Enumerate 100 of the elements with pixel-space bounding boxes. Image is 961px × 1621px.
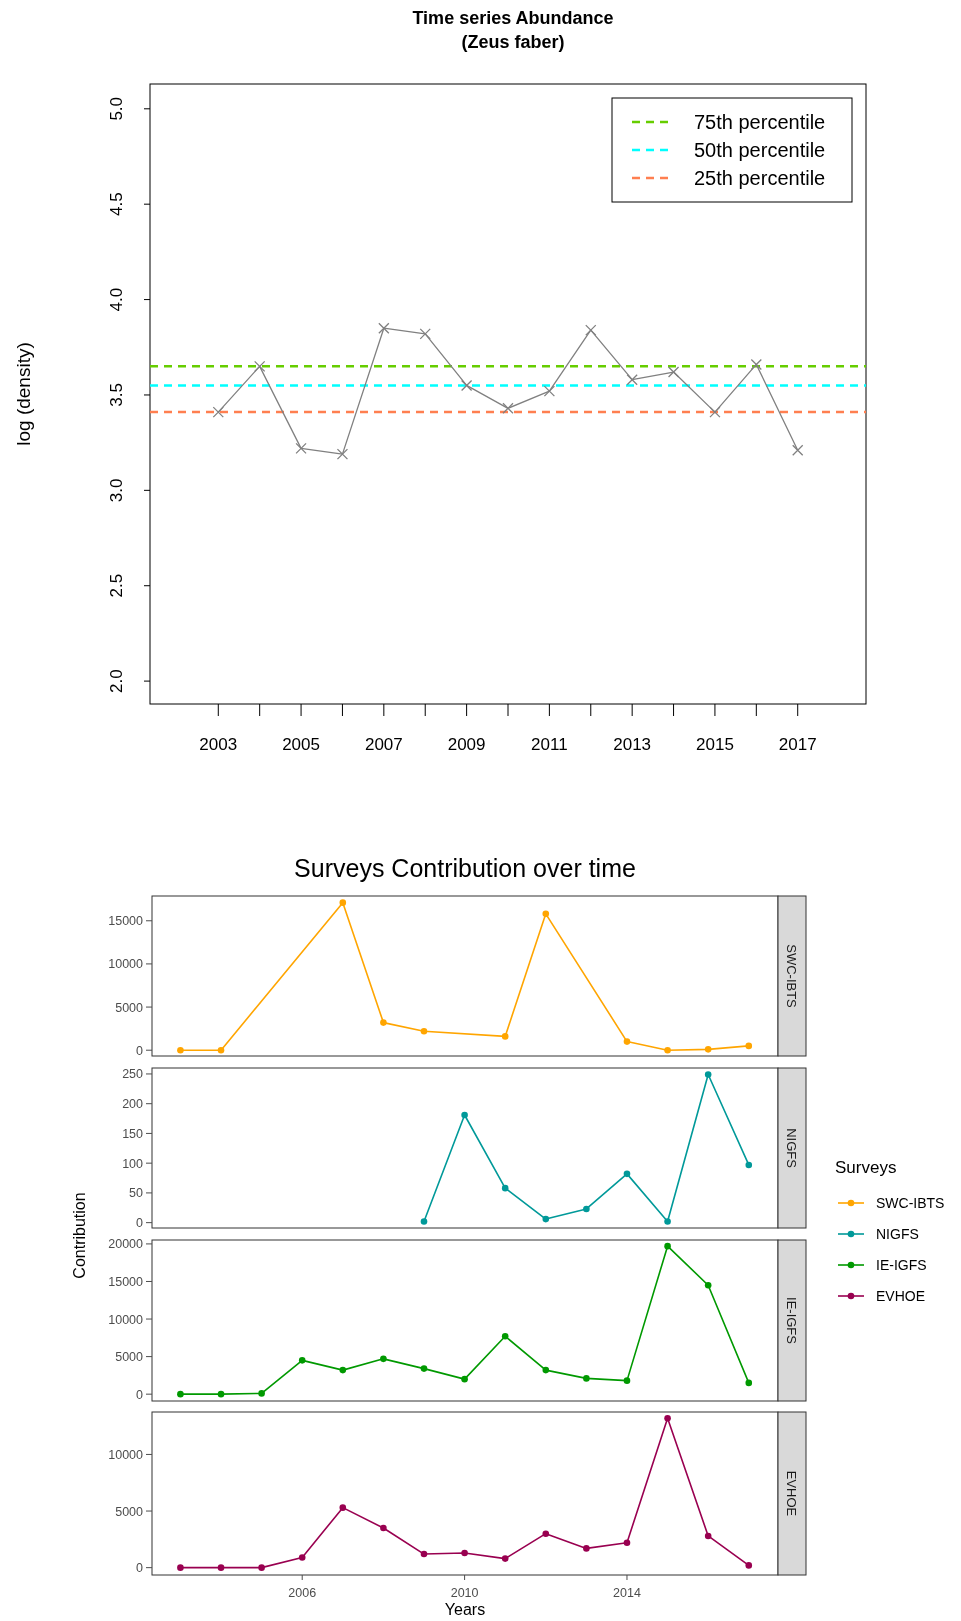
y-tick-label: 100 bbox=[122, 1156, 144, 1171]
chart-subtitle: (Zeus faber) bbox=[461, 32, 565, 52]
point bbox=[177, 1046, 184, 1054]
point bbox=[542, 1530, 550, 1537]
legend-label: 75th percentile bbox=[694, 111, 826, 133]
x-tick-label: 2017 bbox=[778, 735, 817, 754]
point bbox=[585, 324, 597, 336]
point bbox=[704, 1281, 712, 1289]
point bbox=[664, 1046, 671, 1054]
point bbox=[380, 1019, 387, 1026]
x-tick-label: 2010 bbox=[450, 1586, 479, 1600]
point bbox=[704, 1071, 712, 1078]
point bbox=[298, 1357, 306, 1364]
point bbox=[295, 442, 307, 455]
point bbox=[745, 1042, 753, 1050]
point bbox=[704, 1532, 712, 1540]
chart-title: Surveys Contribution over time bbox=[294, 854, 636, 882]
point bbox=[745, 1562, 753, 1569]
point bbox=[750, 358, 762, 371]
point bbox=[623, 1377, 631, 1384]
point bbox=[378, 322, 390, 334]
legend-label: NIGFS bbox=[876, 1226, 919, 1242]
point bbox=[792, 444, 804, 456]
point bbox=[212, 406, 224, 418]
y-tick-label: 0 bbox=[136, 1561, 144, 1576]
point bbox=[380, 1355, 387, 1363]
legend-label: IE-IGFS bbox=[876, 1257, 927, 1273]
point bbox=[583, 1545, 590, 1552]
point bbox=[460, 379, 473, 392]
point bbox=[298, 1554, 306, 1561]
point bbox=[542, 1366, 550, 1374]
legend-label: EVHOE bbox=[876, 1288, 926, 1304]
point bbox=[177, 1564, 184, 1571]
legend-title: Surveys bbox=[835, 1158, 897, 1177]
y-tick-label: 5000 bbox=[115, 1504, 144, 1519]
point bbox=[339, 899, 347, 906]
point bbox=[420, 1550, 428, 1558]
point bbox=[258, 1390, 265, 1397]
point bbox=[461, 1549, 468, 1557]
point bbox=[461, 1375, 468, 1383]
y-tick-label: 3.5 bbox=[107, 383, 126, 407]
y-tick-label: 2.0 bbox=[107, 669, 126, 693]
point bbox=[543, 385, 556, 397]
y-tick-label: 5000 bbox=[115, 1000, 144, 1015]
y-tick-label: 10000 bbox=[108, 1312, 144, 1327]
y-axis-title: Contribution bbox=[71, 1192, 88, 1279]
point bbox=[336, 448, 349, 460]
point bbox=[501, 1555, 509, 1562]
y-axis-title: log (density) bbox=[13, 342, 34, 446]
point bbox=[664, 1414, 671, 1422]
point bbox=[745, 1379, 753, 1387]
x-tick-label: 2015 bbox=[696, 735, 734, 754]
point bbox=[217, 1564, 225, 1571]
text: EVHOE bbox=[784, 1470, 799, 1517]
point bbox=[254, 360, 266, 372]
point bbox=[501, 1333, 509, 1340]
y-tick-label: 15000 bbox=[108, 914, 144, 929]
y-tick-label: 10000 bbox=[108, 957, 144, 972]
point bbox=[704, 1046, 712, 1053]
point bbox=[501, 1184, 509, 1192]
y-tick-label: 4.5 bbox=[107, 192, 126, 216]
x-tick-label: 2014 bbox=[613, 1586, 641, 1600]
point bbox=[177, 1390, 184, 1398]
point bbox=[623, 1539, 631, 1547]
x-tick-label: 2005 bbox=[282, 735, 320, 754]
y-tick-label: 0 bbox=[136, 1387, 144, 1402]
y-tick-label: 3.0 bbox=[107, 478, 126, 503]
y-tick-label: 250 bbox=[122, 1067, 144, 1082]
y-tick-label: 10000 bbox=[108, 1447, 144, 1462]
point bbox=[420, 1218, 428, 1225]
y-tick-label: 4.0 bbox=[107, 287, 126, 312]
y-tick-label: 200 bbox=[122, 1097, 144, 1112]
point bbox=[501, 1033, 509, 1040]
legend-label: SWC-IBTS bbox=[876, 1195, 945, 1211]
point bbox=[626, 374, 638, 386]
point bbox=[623, 1170, 631, 1178]
y-tick-label: 5000 bbox=[115, 1350, 144, 1365]
point bbox=[339, 1504, 347, 1511]
chart-title: Time series Abundance bbox=[412, 8, 614, 28]
y-tick-label: 15000 bbox=[108, 1274, 144, 1289]
legend-label: 25th percentile bbox=[694, 167, 826, 189]
point bbox=[583, 1375, 590, 1382]
y-tick-label: 50 bbox=[129, 1186, 144, 1201]
point bbox=[664, 1218, 671, 1225]
text: SWC-IBTS bbox=[784, 944, 799, 1008]
point bbox=[419, 328, 431, 340]
point bbox=[667, 366, 680, 378]
point bbox=[583, 1205, 590, 1213]
y-tick-label: 150 bbox=[122, 1126, 144, 1141]
point bbox=[258, 1564, 265, 1571]
y-tick-label: 5.0 bbox=[107, 96, 126, 121]
point bbox=[502, 402, 514, 414]
x-tick-label: 2007 bbox=[364, 735, 403, 754]
y-tick-label: 2.5 bbox=[107, 573, 126, 598]
x-tick-label: 2013 bbox=[613, 735, 652, 754]
point bbox=[623, 1038, 631, 1045]
point bbox=[420, 1027, 428, 1035]
y-tick-label: 0 bbox=[136, 1043, 144, 1058]
text: IE-IGFS bbox=[784, 1297, 799, 1344]
point bbox=[217, 1046, 225, 1054]
